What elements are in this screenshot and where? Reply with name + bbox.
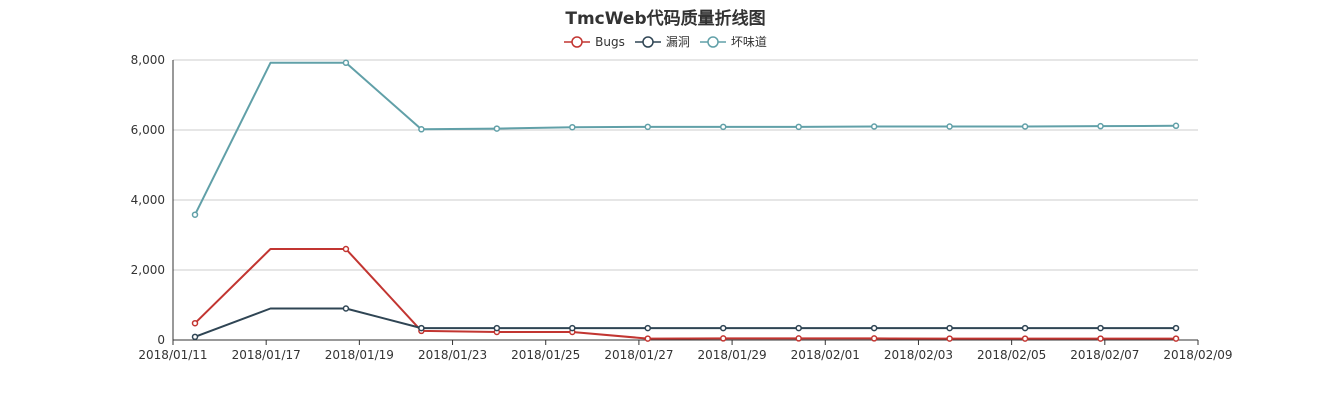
x-tick-label: 2018/01/11 bbox=[138, 348, 207, 362]
data-point-vulnerabilities bbox=[1021, 324, 1029, 332]
x-tick-label: 2018/01/19 bbox=[325, 348, 394, 362]
data-point-code-smells bbox=[342, 59, 350, 67]
x-tick-label: 2018/02/09 bbox=[1163, 348, 1232, 362]
data-point-code-smells bbox=[1097, 122, 1104, 130]
data-point-vulnerabilities bbox=[1097, 324, 1104, 332]
legend-label-vulnerabilities: 漏洞 bbox=[665, 35, 690, 49]
legend-item-code-smells[interactable]: 坏味道 bbox=[699, 33, 767, 50]
data-point-code-smells bbox=[719, 123, 727, 131]
legend-marker-code-smells bbox=[699, 35, 726, 48]
legend-item-bugs[interactable]: Bugs bbox=[564, 33, 625, 50]
data-point-bugs bbox=[795, 335, 802, 342]
legend-marker-bugs bbox=[564, 35, 591, 48]
data-point-code-smells bbox=[795, 123, 802, 131]
data-point-vulnerabilities bbox=[719, 324, 727, 332]
data-point-code-smells bbox=[191, 211, 199, 218]
y-tick-label: 4,000 bbox=[131, 193, 165, 207]
data-point-code-smells bbox=[870, 123, 878, 130]
data-point-code-smells bbox=[946, 123, 953, 130]
x-tick-label: 2018/01/23 bbox=[418, 348, 487, 362]
data-point-vulnerabilities bbox=[795, 324, 802, 332]
data-point-bugs bbox=[1021, 335, 1029, 342]
x-tick-label: 2018/01/27 bbox=[604, 348, 673, 362]
data-point-vulnerabilities bbox=[644, 324, 652, 332]
data-point-bugs bbox=[1172, 335, 1180, 342]
legend-marker-vulnerabilities bbox=[634, 35, 661, 48]
data-point-vulnerabilities bbox=[569, 324, 576, 332]
series-bugs bbox=[191, 245, 1180, 342]
data-point-bugs bbox=[342, 245, 350, 253]
data-point-vulnerabilities bbox=[493, 324, 501, 332]
legend-label-code-smells: 坏味道 bbox=[730, 35, 767, 49]
x-tick-label: 2018/01/17 bbox=[232, 348, 301, 362]
series-vulnerabilities bbox=[191, 305, 1180, 341]
data-point-vulnerabilities bbox=[870, 324, 878, 332]
data-point-bugs bbox=[870, 335, 878, 342]
x-tick-label: 2018/02/05 bbox=[977, 348, 1046, 362]
data-point-code-smells bbox=[1021, 123, 1029, 130]
legend: Bugs 漏洞 坏味道 bbox=[0, 33, 1331, 50]
y-tick-label: 0 bbox=[157, 333, 165, 347]
data-point-bugs bbox=[719, 335, 727, 342]
x-tick-label: 2018/01/29 bbox=[698, 348, 767, 362]
legend-item-vulnerabilities[interactable]: 漏洞 bbox=[634, 33, 690, 50]
y-tick-label: 2,000 bbox=[131, 263, 165, 277]
data-point-vulnerabilities bbox=[418, 324, 425, 332]
data-point-vulnerabilities bbox=[946, 324, 953, 332]
data-point-vulnerabilities bbox=[191, 333, 199, 341]
data-point-bugs bbox=[946, 335, 953, 342]
series-code-smells bbox=[191, 59, 1180, 218]
y-tick-label: 8,000 bbox=[131, 53, 165, 67]
chart-title: TmcWeb代码质量折线图 bbox=[565, 9, 766, 29]
data-point-bugs bbox=[191, 319, 199, 327]
data-point-vulnerabilities bbox=[1172, 324, 1180, 332]
x-tick-label: 2018/02/07 bbox=[1070, 348, 1139, 362]
legend-label-bugs: Bugs bbox=[595, 34, 625, 49]
x-tick-label: 2018/02/01 bbox=[791, 348, 860, 362]
data-point-code-smells bbox=[1172, 122, 1180, 130]
x-tick-label: 2018/02/03 bbox=[884, 348, 953, 362]
data-point-code-smells bbox=[569, 123, 576, 131]
series-line-bugs bbox=[194, 248, 1176, 340]
data-point-bugs bbox=[1097, 335, 1104, 342]
data-point-bugs bbox=[644, 335, 652, 342]
data-point-code-smells bbox=[493, 125, 501, 132]
data-point-code-smells bbox=[644, 123, 652, 131]
series-line-vulnerabilities bbox=[194, 307, 1176, 338]
data-point-vulnerabilities bbox=[342, 305, 350, 312]
series-line-code-smells bbox=[194, 61, 1177, 216]
data-point-code-smells bbox=[418, 126, 425, 133]
y-tick-label: 6,000 bbox=[131, 123, 165, 137]
x-tick-label: 2018/01/25 bbox=[511, 348, 580, 362]
